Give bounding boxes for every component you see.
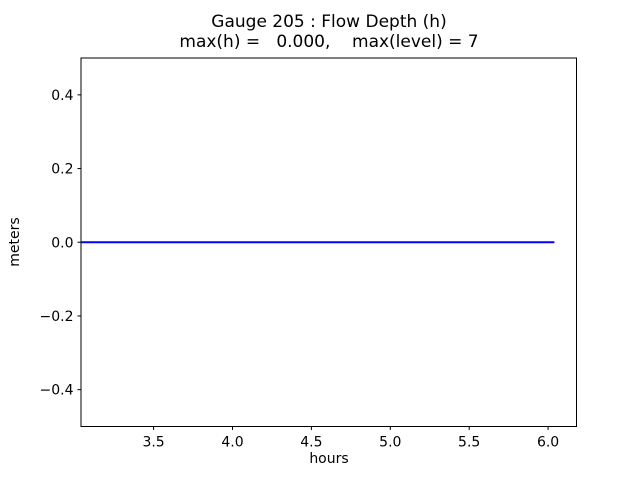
x-tick-label: 5.0	[379, 435, 401, 451]
x-axis-label: hours	[309, 451, 349, 467]
y-tick-label: 0.0	[51, 235, 73, 251]
chart-title: Gauge 205 : Flow Depth (h)	[211, 12, 447, 32]
x-tick-label: 4.0	[221, 435, 243, 451]
chart-subtitle: max(h) = 0.000, max(level) = 7	[179, 31, 479, 52]
y-tick-label: −0.2	[40, 309, 74, 325]
x-tick-label: 4.5	[300, 435, 322, 451]
x-tick-label: 6.0	[537, 435, 559, 451]
x-tick-label: 5.5	[458, 435, 480, 451]
chart-title-block: Gauge 205 : Flow Depth (h) max(h) = 0.00…	[81, 12, 577, 52]
axis-ticks: 3.5 4.0 4.5 5.0 5.5 6.0 −0.4 −0.2 0.0 0.2 0.4	[40, 88, 560, 451]
y-tick-label: 0.2	[51, 162, 73, 178]
x-tick-label: 3.5	[142, 435, 164, 451]
y-tick-label: 0.4	[51, 88, 73, 104]
y-tick-label: −0.4	[40, 383, 74, 399]
